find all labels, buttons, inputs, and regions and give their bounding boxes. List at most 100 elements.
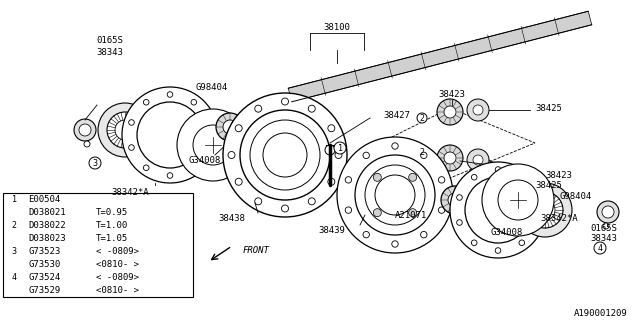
Text: 3: 3 bbox=[93, 158, 97, 167]
Circle shape bbox=[98, 103, 152, 157]
Circle shape bbox=[255, 198, 262, 205]
Text: 38342*A: 38342*A bbox=[111, 188, 149, 196]
Circle shape bbox=[240, 110, 330, 200]
Circle shape bbox=[107, 112, 143, 148]
Polygon shape bbox=[288, 11, 592, 102]
Circle shape bbox=[534, 220, 540, 225]
Text: G34008: G34008 bbox=[189, 156, 221, 164]
Text: 2: 2 bbox=[12, 221, 17, 230]
Circle shape bbox=[373, 209, 381, 217]
Text: 38342*A: 38342*A bbox=[540, 213, 578, 222]
Text: 2: 2 bbox=[419, 148, 424, 156]
Circle shape bbox=[167, 173, 173, 178]
Circle shape bbox=[216, 113, 244, 141]
Circle shape bbox=[255, 105, 262, 112]
Text: 0165S: 0165S bbox=[590, 223, 617, 233]
Text: 1: 1 bbox=[12, 195, 17, 204]
Circle shape bbox=[235, 178, 242, 185]
Circle shape bbox=[345, 207, 351, 213]
Circle shape bbox=[417, 113, 427, 123]
Text: E00504: E00504 bbox=[28, 195, 60, 204]
Circle shape bbox=[473, 155, 483, 165]
Circle shape bbox=[129, 145, 134, 150]
Circle shape bbox=[8, 272, 19, 283]
Circle shape bbox=[84, 141, 90, 147]
Text: A21071: A21071 bbox=[395, 211, 428, 220]
Circle shape bbox=[363, 231, 369, 238]
Circle shape bbox=[334, 142, 346, 154]
Text: 1: 1 bbox=[337, 143, 342, 153]
Circle shape bbox=[328, 125, 335, 132]
Text: G73530: G73530 bbox=[28, 260, 60, 269]
Circle shape bbox=[223, 120, 237, 134]
Text: 38100: 38100 bbox=[324, 22, 351, 31]
Circle shape bbox=[441, 186, 469, 214]
Circle shape bbox=[602, 206, 614, 218]
Text: FRONT: FRONT bbox=[243, 245, 270, 254]
Circle shape bbox=[205, 145, 211, 150]
Circle shape bbox=[450, 162, 546, 258]
Circle shape bbox=[282, 205, 289, 212]
Circle shape bbox=[363, 152, 369, 158]
Circle shape bbox=[519, 174, 525, 180]
Text: 38425: 38425 bbox=[535, 180, 562, 189]
Text: <0810- >: <0810- > bbox=[96, 286, 139, 295]
Circle shape bbox=[444, 106, 456, 118]
Text: T=0.95: T=0.95 bbox=[96, 208, 128, 217]
Circle shape bbox=[308, 105, 316, 112]
Circle shape bbox=[519, 240, 525, 245]
Circle shape bbox=[534, 195, 540, 200]
Circle shape bbox=[409, 209, 417, 217]
Circle shape bbox=[603, 223, 609, 229]
Text: T=1.05: T=1.05 bbox=[96, 234, 128, 243]
Bar bbox=[3, 193, 193, 297]
Circle shape bbox=[205, 120, 211, 125]
Text: 38343: 38343 bbox=[97, 47, 124, 57]
Circle shape bbox=[337, 137, 453, 253]
Circle shape bbox=[495, 167, 501, 172]
Circle shape bbox=[177, 109, 249, 181]
Text: A190001209: A190001209 bbox=[574, 309, 628, 318]
Text: D038023: D038023 bbox=[28, 234, 66, 243]
Circle shape bbox=[308, 198, 316, 205]
Circle shape bbox=[457, 220, 462, 225]
Text: G34008: G34008 bbox=[490, 228, 522, 236]
Circle shape bbox=[228, 151, 235, 158]
Circle shape bbox=[223, 93, 347, 217]
Text: G73524: G73524 bbox=[28, 273, 60, 282]
Text: 38427: 38427 bbox=[383, 110, 410, 119]
Circle shape bbox=[143, 165, 149, 171]
Circle shape bbox=[438, 207, 445, 213]
Circle shape bbox=[527, 192, 563, 228]
Circle shape bbox=[282, 98, 289, 105]
Text: 4: 4 bbox=[12, 273, 17, 282]
Circle shape bbox=[373, 173, 381, 181]
Circle shape bbox=[335, 151, 342, 158]
Text: 0165S: 0165S bbox=[97, 36, 124, 44]
Circle shape bbox=[392, 241, 398, 247]
Circle shape bbox=[457, 195, 462, 200]
Circle shape bbox=[191, 165, 196, 171]
Circle shape bbox=[409, 173, 417, 181]
Circle shape bbox=[482, 164, 554, 236]
Circle shape bbox=[438, 177, 445, 183]
Circle shape bbox=[79, 124, 91, 136]
Circle shape bbox=[137, 102, 203, 168]
Text: 38423: 38423 bbox=[545, 171, 572, 180]
Circle shape bbox=[518, 183, 572, 237]
Text: G98404: G98404 bbox=[195, 83, 227, 92]
Text: G98404: G98404 bbox=[560, 191, 592, 201]
Circle shape bbox=[129, 120, 134, 125]
Text: < -0809>: < -0809> bbox=[96, 247, 139, 256]
Text: 38343: 38343 bbox=[590, 234, 617, 243]
Circle shape bbox=[328, 178, 335, 185]
Circle shape bbox=[191, 100, 196, 105]
Text: 2: 2 bbox=[419, 114, 424, 123]
Text: 38425: 38425 bbox=[535, 103, 562, 113]
Text: 38438: 38438 bbox=[219, 213, 245, 222]
Text: <0810- >: <0810- > bbox=[96, 260, 139, 269]
Circle shape bbox=[473, 105, 483, 115]
Circle shape bbox=[74, 119, 96, 141]
Text: < -0809>: < -0809> bbox=[96, 273, 139, 282]
Circle shape bbox=[467, 99, 489, 121]
